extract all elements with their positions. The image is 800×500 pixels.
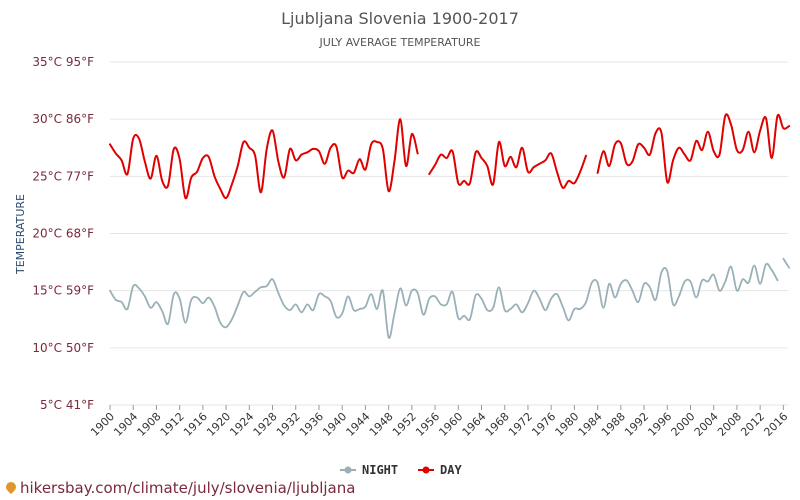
- y-tick-label: 10°C 50°F: [32, 341, 94, 355]
- legend-label: NIGHT: [362, 463, 398, 477]
- x-tick-label: 1912: [158, 410, 187, 439]
- y-tick-labels: 35°C 95°F 30°C 86°F 25°C 77°F 20°C 68°F 15°C…: [32, 55, 94, 412]
- legend-item-night[interactable]: NIGHT: [340, 463, 398, 477]
- x-tick-label: 1988: [599, 410, 628, 439]
- x-tick-label: 1948: [367, 410, 396, 439]
- x-tick-label: 1968: [483, 410, 512, 439]
- legend-item-day[interactable]: DAY: [418, 463, 462, 477]
- x-tick-label: 1920: [204, 410, 233, 439]
- x-tick-label: 2016: [761, 410, 790, 439]
- x-tick-label: 1916: [181, 410, 210, 439]
- x-tick-label: 2004: [692, 410, 721, 439]
- x-tick-label: 1956: [413, 410, 442, 439]
- x-tick-label: 1944: [344, 410, 373, 439]
- x-tick-label: 1952: [390, 410, 419, 439]
- series-line-night: [782, 257, 791, 269]
- x-tick-label: 1936: [297, 410, 326, 439]
- legend-marker: [344, 466, 352, 474]
- x-tick-label: 1960: [436, 410, 465, 439]
- grid-lines: [110, 61, 788, 406]
- y-tick-label: 20°C 68°F: [32, 227, 94, 241]
- series-line-night: [109, 262, 779, 339]
- x-tick-label: 1932: [274, 410, 303, 439]
- x-tick-label: 1900: [88, 410, 117, 439]
- x-tick-label: 1924: [227, 410, 256, 439]
- x-tick-label: 1964: [460, 410, 489, 439]
- x-tick-label: 2008: [715, 410, 744, 439]
- x-tick-label: 1996: [645, 410, 674, 439]
- x-tick-label: 1904: [111, 410, 140, 439]
- series-line-day: [596, 113, 791, 184]
- x-tick-label: 1940: [320, 410, 349, 439]
- legend[interactable]: NIGHT DAY: [340, 463, 462, 477]
- x-tick-label: 2012: [738, 410, 767, 439]
- series-lines: [109, 113, 791, 339]
- y-tick-label: 5°C 41°F: [40, 398, 94, 412]
- location-pin-icon: [3, 479, 19, 495]
- x-tick-label: 1984: [576, 410, 605, 439]
- y-tick-label: 15°C 59°F: [32, 284, 94, 298]
- x-tick-label: 1976: [529, 410, 558, 439]
- y-tick-label: 30°C 86°F: [32, 112, 94, 126]
- x-tick-label: 1972: [506, 410, 535, 439]
- source-url: hikersbay.com/climate/july/slovenia/ljub…: [20, 479, 356, 497]
- legend-label: DAY: [440, 463, 462, 477]
- x-tick-label: 2000: [669, 410, 698, 439]
- x-tick-labels: 1900190419081912191619201924192819321936…: [88, 405, 790, 439]
- series-line-day: [428, 141, 587, 189]
- chart-subtitle: JULY AVERAGE TEMPERATURE: [319, 36, 481, 49]
- source-link[interactable]: hikersbay.com/climate/july/slovenia/ljub…: [3, 479, 356, 497]
- legend-marker: [422, 466, 430, 474]
- x-tick-label: 1992: [622, 410, 651, 439]
- x-tick-label: 1908: [135, 410, 164, 439]
- x-tick-label: 1980: [553, 410, 582, 439]
- y-tick-label: 25°C 77°F: [32, 169, 94, 183]
- series-line-day: [109, 118, 419, 200]
- chart-title: Ljubljana Slovenia 1900-2017: [281, 9, 519, 28]
- y-axis-label: TEMPERATURE: [14, 194, 27, 275]
- x-tick-label: 1928: [251, 410, 280, 439]
- y-tick-label: 35°C 95°F: [32, 55, 94, 69]
